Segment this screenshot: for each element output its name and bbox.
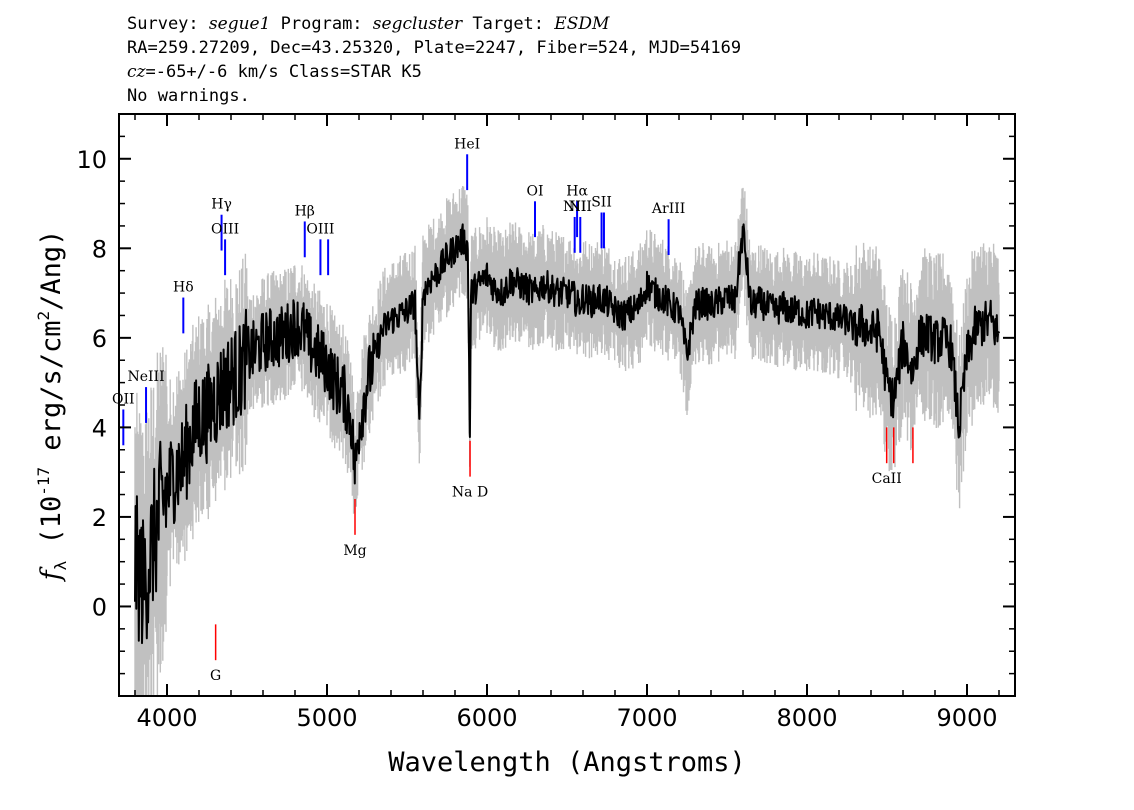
flux-layer xyxy=(134,223,1000,645)
absorption-line-label: Na D xyxy=(452,485,488,501)
x-tick-label: 8000 xyxy=(776,704,837,732)
x-tick-label: 7000 xyxy=(616,704,677,732)
x-tick-label: 6000 xyxy=(456,704,517,732)
cz-value: =-65+/-6 xyxy=(145,62,228,82)
class-text: Class=STAR K5 xyxy=(288,62,422,82)
target-label: Target: xyxy=(472,14,545,34)
emission-line-label: OI xyxy=(526,183,543,199)
svg-text:fλ (10-17 erg/s/cm2/Ang): fλ (10-17 erg/s/cm2/Ang) xyxy=(34,230,70,583)
emission-line-label: OIII xyxy=(306,221,334,237)
emission-line-label: Hβ xyxy=(295,203,315,219)
emission-line-label: Hγ xyxy=(211,197,232,213)
y-tick-label: 10 xyxy=(76,146,107,174)
y-label-lambda: λ xyxy=(51,560,70,570)
x-axis-label: Wavelength (Angstroms) xyxy=(388,747,746,778)
y-tick-label: 4 xyxy=(92,414,107,442)
spectrum-header: Survey: segue1 Program: segcluster Targe… xyxy=(127,12,741,108)
y-axis-label: fλ (10-17 erg/s/cm2/Ang) xyxy=(34,230,70,583)
cz-unit: km/s xyxy=(227,62,279,82)
emission-line-label: NII xyxy=(569,199,592,215)
emission-line-label: SII xyxy=(591,194,612,210)
emission-line-label: Hα xyxy=(566,183,588,199)
program-value: segcluster xyxy=(372,14,463,34)
cz-label: cz xyxy=(127,62,146,82)
emission-line-label: HeI xyxy=(454,136,480,152)
y-tick-label: 2 xyxy=(92,504,107,532)
y-label-end: /Ang) xyxy=(36,230,67,311)
y-tick-label: 8 xyxy=(92,235,107,263)
error-band-layer xyxy=(134,186,1000,696)
absorption-line-label: CaII xyxy=(872,471,902,487)
header-line-3: cz=-65+/-6 km/s Class=STAR K5 xyxy=(127,60,741,84)
y-tick-label: 0 xyxy=(92,593,107,621)
y-label-mid: erg/s/cm xyxy=(36,321,67,467)
target-value: ESDM xyxy=(554,14,610,34)
x-tick-label: 5000 xyxy=(296,704,357,732)
absorption-line-label: Mg xyxy=(343,543,366,559)
y-label-open: (10 xyxy=(36,496,67,561)
header-line-1: Survey: segue1 Program: segcluster Targe… xyxy=(127,12,741,36)
absorption-line-label: G xyxy=(210,668,221,684)
survey-label: Survey: xyxy=(127,14,199,34)
y-label-exp: -17 xyxy=(34,467,53,496)
header-line-4: No warnings. xyxy=(127,86,250,106)
survey-value: segue1 xyxy=(208,14,271,34)
x-tick-label: 4000 xyxy=(136,704,197,732)
emission-line-label: OII xyxy=(112,391,135,407)
program-label: Program: xyxy=(280,14,363,34)
flux-series-line xyxy=(134,223,1000,645)
emission-line-label: Hδ xyxy=(173,280,194,296)
emission-line-label: OIII xyxy=(211,221,239,237)
emission-line-label: NeIII xyxy=(127,369,164,385)
error-band xyxy=(134,186,1000,696)
emission-line-label: NII xyxy=(563,199,586,215)
emission-line-label: ArIII xyxy=(651,201,685,217)
y-label-sq: 2 xyxy=(34,311,53,321)
x-tick-label: 9000 xyxy=(936,704,997,732)
header-line-2: RA=259.27209, Dec=43.25320, Plate=2247, … xyxy=(127,38,742,58)
axis-ticks: 4000 5000 6000 7000 8000 9000 0 2 4 6 8 10 xyxy=(76,114,1015,732)
y-tick-label: 6 xyxy=(92,325,107,353)
